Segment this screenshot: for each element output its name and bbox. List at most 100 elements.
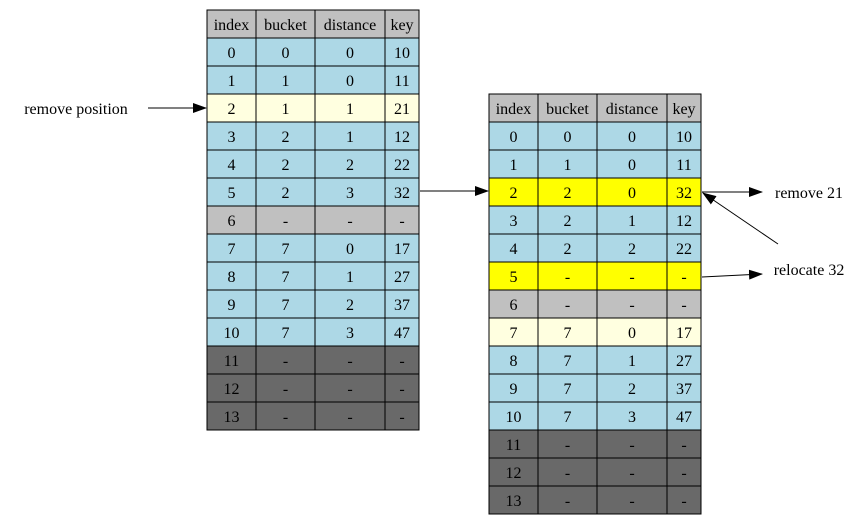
cell-key: 37 bbox=[676, 381, 692, 398]
table-cell-bg bbox=[206, 373, 257, 403]
cell-distance: 0 bbox=[628, 129, 636, 146]
table-cell-bg bbox=[255, 345, 316, 375]
cell-bucket: - bbox=[283, 409, 288, 426]
cell-index: 1 bbox=[228, 73, 236, 90]
table-cell-bg bbox=[488, 289, 539, 319]
table-cell-bg bbox=[596, 121, 668, 151]
cell-distance: 0 bbox=[628, 157, 636, 174]
cell-bucket: 2 bbox=[564, 213, 572, 230]
cell-key: - bbox=[681, 437, 686, 454]
cell-bucket: 7 bbox=[564, 409, 572, 426]
cell-index: 6 bbox=[510, 297, 518, 314]
table-cell-bg bbox=[488, 261, 539, 291]
table-cell-bg bbox=[314, 401, 386, 431]
table-cell-bg bbox=[384, 317, 420, 347]
cell-index: 10 bbox=[224, 325, 240, 342]
table-cell-bg bbox=[666, 457, 702, 487]
table-cell-bg bbox=[596, 317, 668, 347]
cell-distance: - bbox=[629, 493, 634, 510]
table-cell-bg bbox=[596, 261, 668, 291]
table-cell-bg bbox=[314, 345, 386, 375]
table-cell-bg bbox=[596, 205, 668, 235]
table-cell-bg bbox=[537, 345, 598, 375]
table-cell-bg bbox=[596, 373, 668, 403]
cell-distance: 1 bbox=[346, 101, 354, 118]
cell-key: 10 bbox=[394, 45, 410, 62]
cell-key: 22 bbox=[394, 157, 410, 174]
cell-key: - bbox=[399, 381, 404, 398]
cell-key: 22 bbox=[676, 241, 692, 258]
table-cell-bg bbox=[537, 429, 598, 459]
relocate-source-arrow bbox=[702, 192, 779, 245]
cell-index: 7 bbox=[510, 325, 518, 342]
cell-distance: 3 bbox=[346, 325, 354, 342]
cell-index: 12 bbox=[224, 381, 240, 398]
cell-distance: - bbox=[347, 213, 352, 230]
cell-distance: 2 bbox=[346, 157, 354, 174]
header-index: index bbox=[496, 101, 532, 118]
cell-distance: 1 bbox=[346, 269, 354, 286]
table-cell-bg bbox=[666, 317, 702, 347]
cell-bucket: - bbox=[283, 381, 288, 398]
table-cell-bg bbox=[255, 121, 316, 151]
cell-key: 47 bbox=[394, 325, 410, 342]
table-cell-bg bbox=[596, 485, 668, 515]
cell-bucket: 0 bbox=[564, 129, 572, 146]
table-cell-bg bbox=[255, 93, 316, 123]
table-cell-bg bbox=[384, 121, 420, 151]
header-cell-bg bbox=[488, 93, 539, 123]
table-cell-bg bbox=[596, 401, 668, 431]
table-cell-bg bbox=[384, 37, 420, 67]
remove-position-label: remove position bbox=[24, 101, 128, 118]
table-cell-bg bbox=[314, 149, 386, 179]
header-key: key bbox=[672, 101, 695, 118]
cell-bucket: 2 bbox=[564, 185, 572, 202]
table-cell-bg bbox=[384, 233, 420, 263]
cell-bucket: - bbox=[283, 213, 288, 230]
cell-distance: - bbox=[629, 297, 634, 314]
cell-index: 5 bbox=[510, 269, 518, 286]
cell-key: 11 bbox=[676, 157, 691, 174]
cell-index: 2 bbox=[228, 101, 236, 118]
table-cell-bg bbox=[314, 317, 386, 347]
table-cell-bg bbox=[384, 345, 420, 375]
cell-bucket: - bbox=[565, 493, 570, 510]
table-cell-bg bbox=[596, 177, 668, 207]
table-cell-bg bbox=[384, 65, 420, 95]
cell-bucket: 1 bbox=[564, 157, 572, 174]
table-cell-bg bbox=[488, 177, 539, 207]
cell-bucket: 1 bbox=[282, 101, 290, 118]
cell-distance: 3 bbox=[628, 409, 636, 426]
cell-distance: 1 bbox=[346, 129, 354, 146]
table-cell-bg bbox=[537, 149, 598, 179]
table-cell-bg bbox=[666, 233, 702, 263]
cell-bucket: 1 bbox=[282, 73, 290, 90]
cell-key: 12 bbox=[394, 129, 410, 146]
table-cell-bg bbox=[384, 149, 420, 179]
cell-index: 13 bbox=[224, 409, 240, 426]
cell-bucket: 7 bbox=[282, 269, 290, 286]
cell-distance: - bbox=[347, 353, 352, 370]
cell-key: - bbox=[399, 409, 404, 426]
table-cell-bg bbox=[206, 261, 257, 291]
cell-index: 7 bbox=[228, 241, 236, 258]
table-cell-bg bbox=[666, 177, 702, 207]
cell-bucket: 7 bbox=[282, 241, 290, 258]
header-index: index bbox=[214, 17, 250, 34]
table-cell-bg bbox=[488, 233, 539, 263]
table-cell-bg bbox=[314, 205, 386, 235]
table-cell-bg bbox=[666, 121, 702, 151]
cell-distance: 2 bbox=[346, 297, 354, 314]
header-cell-bg bbox=[384, 9, 420, 39]
header-cell-bg bbox=[206, 9, 257, 39]
table-cell-bg bbox=[488, 345, 539, 375]
cell-index: 8 bbox=[510, 353, 518, 370]
table-cell-bg bbox=[384, 373, 420, 403]
cell-index: 0 bbox=[510, 129, 518, 146]
cell-index: 8 bbox=[228, 269, 236, 286]
header-cell-bg bbox=[255, 9, 316, 39]
cell-bucket: 2 bbox=[282, 185, 290, 202]
cell-distance: 0 bbox=[628, 185, 636, 202]
cell-bucket: 7 bbox=[282, 325, 290, 342]
